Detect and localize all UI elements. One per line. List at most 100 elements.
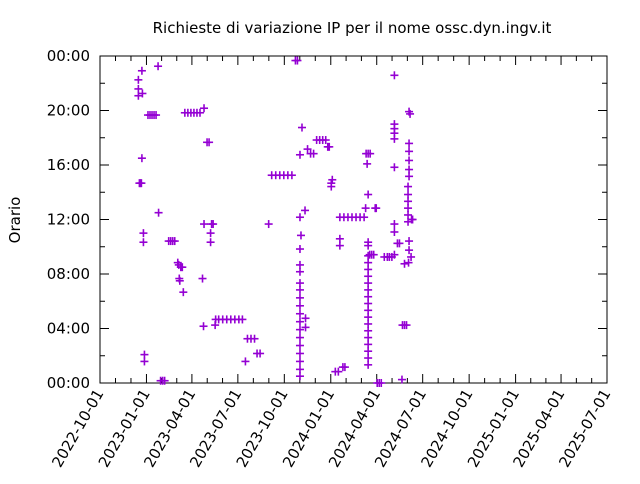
- y-tick-label: 04:00: [47, 320, 90, 338]
- data-point: [152, 111, 161, 120]
- data-point: [134, 84, 143, 93]
- data-point: [256, 349, 265, 358]
- data-points: [134, 56, 417, 387]
- data-point: [295, 341, 304, 350]
- data-point: [390, 163, 399, 172]
- x-axis: 2022-10-012023-01-012023-04-012023-07-01…: [48, 56, 614, 471]
- data-point: [154, 62, 163, 71]
- data-point: [139, 238, 148, 247]
- data-point: [328, 175, 337, 184]
- data-point: [335, 234, 344, 243]
- data-point: [295, 365, 304, 374]
- data-point: [321, 136, 330, 145]
- data-point: [364, 326, 373, 335]
- data-point: [390, 250, 399, 259]
- data-point: [295, 309, 304, 318]
- data-point: [160, 376, 169, 385]
- data-point: [295, 325, 304, 334]
- y-tick-label: 08:00: [47, 265, 90, 283]
- data-point: [178, 263, 187, 272]
- y-tick-label: 12:00: [47, 211, 90, 229]
- data-point: [209, 220, 218, 229]
- data-point: [363, 159, 372, 168]
- data-point: [364, 340, 373, 349]
- data-point: [366, 149, 375, 158]
- data-point: [175, 276, 184, 285]
- data-point: [301, 323, 310, 332]
- data-point: [295, 349, 304, 358]
- data-point: [390, 220, 399, 229]
- data-point: [407, 252, 416, 261]
- data-point: [139, 229, 148, 238]
- data-point: [404, 210, 413, 219]
- data-point: [377, 379, 386, 387]
- data-point: [390, 227, 399, 236]
- data-point: [335, 241, 344, 250]
- data-point: [195, 108, 204, 117]
- data-point: [296, 231, 305, 240]
- y-tick-label: 00:00: [47, 47, 90, 65]
- data-point: [264, 220, 273, 229]
- data-point: [297, 123, 306, 132]
- data-point: [369, 250, 378, 259]
- data-point: [295, 357, 304, 366]
- data-point: [364, 354, 373, 363]
- data-point: [395, 239, 404, 248]
- data-point: [295, 293, 304, 302]
- data-point: [295, 317, 304, 326]
- data-point: [405, 165, 414, 174]
- data-point: [140, 357, 149, 366]
- y-tick-label: 20:00: [47, 102, 90, 120]
- data-point: [390, 134, 399, 143]
- data-point: [301, 314, 310, 323]
- data-point: [295, 372, 304, 381]
- data-point: [390, 71, 399, 80]
- data-point: [364, 285, 373, 294]
- data-point: [134, 91, 143, 100]
- data-point: [405, 246, 414, 255]
- data-point: [364, 272, 373, 281]
- data-point: [250, 334, 259, 343]
- data-point: [295, 150, 304, 159]
- data-point: [293, 56, 302, 65]
- data-point: [340, 363, 349, 372]
- data-point: [198, 274, 207, 283]
- data-point: [137, 66, 146, 75]
- data-point: [364, 265, 373, 274]
- data-point: [295, 279, 304, 288]
- data-point: [400, 259, 409, 268]
- data-point: [154, 208, 163, 217]
- data-point: [211, 321, 220, 330]
- data-point: [404, 258, 413, 267]
- data-point: [295, 260, 304, 269]
- data-point: [137, 179, 146, 188]
- data-point: [205, 138, 214, 147]
- data-point: [405, 172, 414, 181]
- data-point: [241, 357, 250, 366]
- y-tick-label: 16:00: [47, 156, 90, 174]
- data-point: [327, 182, 336, 191]
- data-point: [179, 288, 188, 297]
- plot-border: [99, 55, 608, 384]
- data-point: [360, 213, 369, 222]
- data-point: [364, 306, 373, 315]
- data-point: [138, 89, 147, 98]
- data-point: [404, 182, 413, 191]
- data-point: [295, 333, 304, 342]
- data-point: [364, 258, 373, 267]
- data-point: [364, 319, 373, 328]
- data-point: [364, 241, 373, 250]
- data-point: [325, 142, 334, 151]
- data-point: [200, 104, 209, 113]
- data-point: [405, 156, 414, 165]
- data-point: [206, 238, 215, 247]
- data-point: [364, 360, 373, 369]
- data-point: [334, 367, 343, 376]
- data-point: [364, 251, 373, 260]
- data-point: [364, 292, 373, 301]
- data-point: [364, 347, 373, 356]
- data-point: [408, 215, 417, 224]
- data-point: [301, 206, 310, 215]
